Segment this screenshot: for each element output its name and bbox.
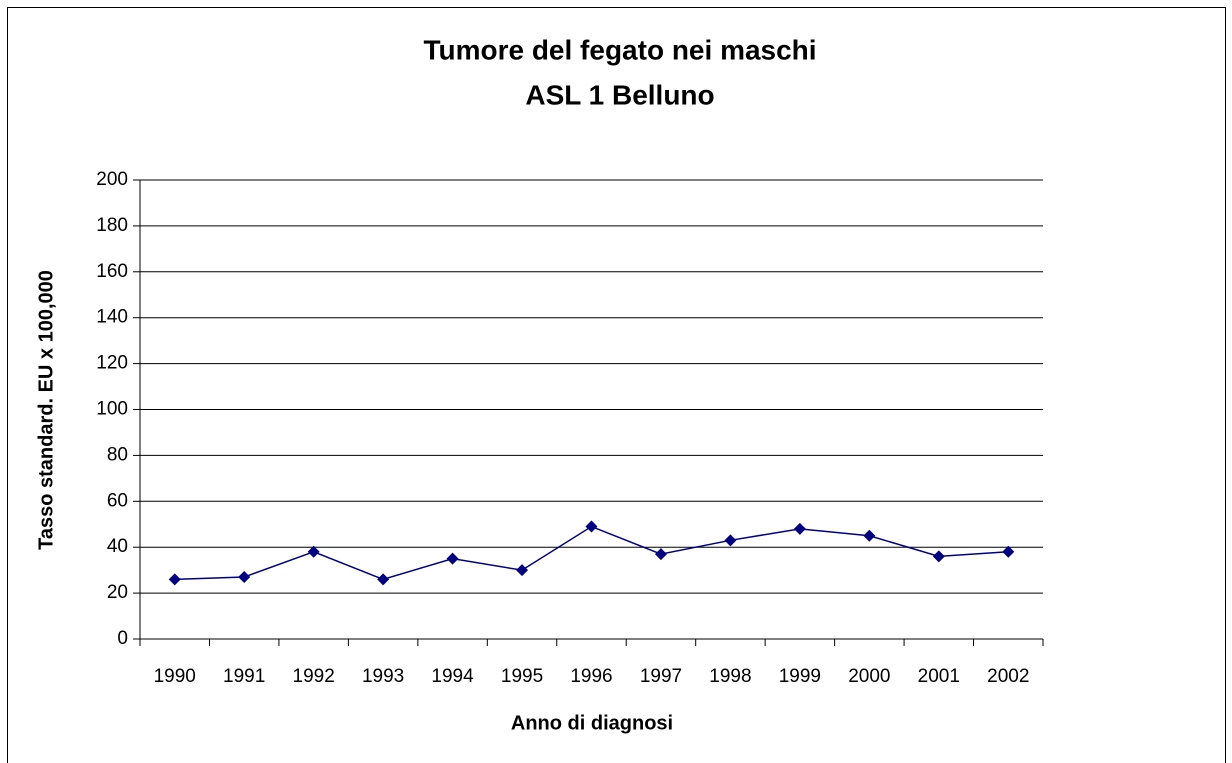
x-tick-label: 2000 [848, 666, 890, 687]
y-tick-label: 60 [107, 490, 128, 511]
marker [932, 550, 945, 563]
y-axis-label: Tasso standard. EU x 100,000 [35, 270, 57, 550]
x-tick-label: 1998 [709, 666, 751, 687]
y-tick-label: 80 [107, 444, 128, 465]
x-tick-label: 1999 [779, 666, 821, 687]
marker [585, 520, 598, 533]
x-tick-label: 1994 [431, 666, 474, 687]
marker [307, 545, 320, 558]
marker [377, 573, 390, 586]
y-tick-label: 160 [96, 261, 128, 282]
marker [168, 573, 181, 586]
y-tick-label: 40 [107, 536, 128, 557]
x-tick-label: 1992 [293, 666, 335, 687]
x-tick-label: 1997 [640, 666, 682, 687]
chart-frame [7, 7, 1226, 763]
chart-subtitle: ASL 1 Belluno [525, 79, 714, 110]
y-tick-label: 0 [117, 628, 128, 649]
x-tick-label: 1996 [570, 666, 612, 687]
marker [724, 534, 737, 547]
x-tick-label: 1995 [501, 666, 543, 687]
marker [446, 552, 459, 565]
marker [516, 564, 529, 577]
marker [793, 522, 806, 535]
y-tick-label: 120 [96, 353, 128, 374]
y-tick-label: 20 [107, 582, 128, 603]
y-tick-label: 140 [96, 307, 128, 328]
x-tick-label: 1991 [223, 666, 265, 687]
marker [1002, 545, 1015, 558]
chart-title: Tumore del fegato nei maschi [423, 34, 816, 65]
x-axis-label: Anno di diagnosi [511, 712, 673, 734]
x-tick-label: 1990 [154, 666, 196, 687]
y-tick-label: 180 [96, 215, 128, 236]
x-tick-label: 2001 [918, 666, 960, 687]
marker [654, 548, 667, 561]
y-tick-label: 200 [96, 169, 128, 190]
y-tick-label: 100 [96, 399, 128, 420]
marker [863, 529, 876, 542]
marker [238, 571, 251, 584]
x-tick-label: 1993 [362, 666, 404, 687]
x-tick-label: 2002 [987, 666, 1029, 687]
